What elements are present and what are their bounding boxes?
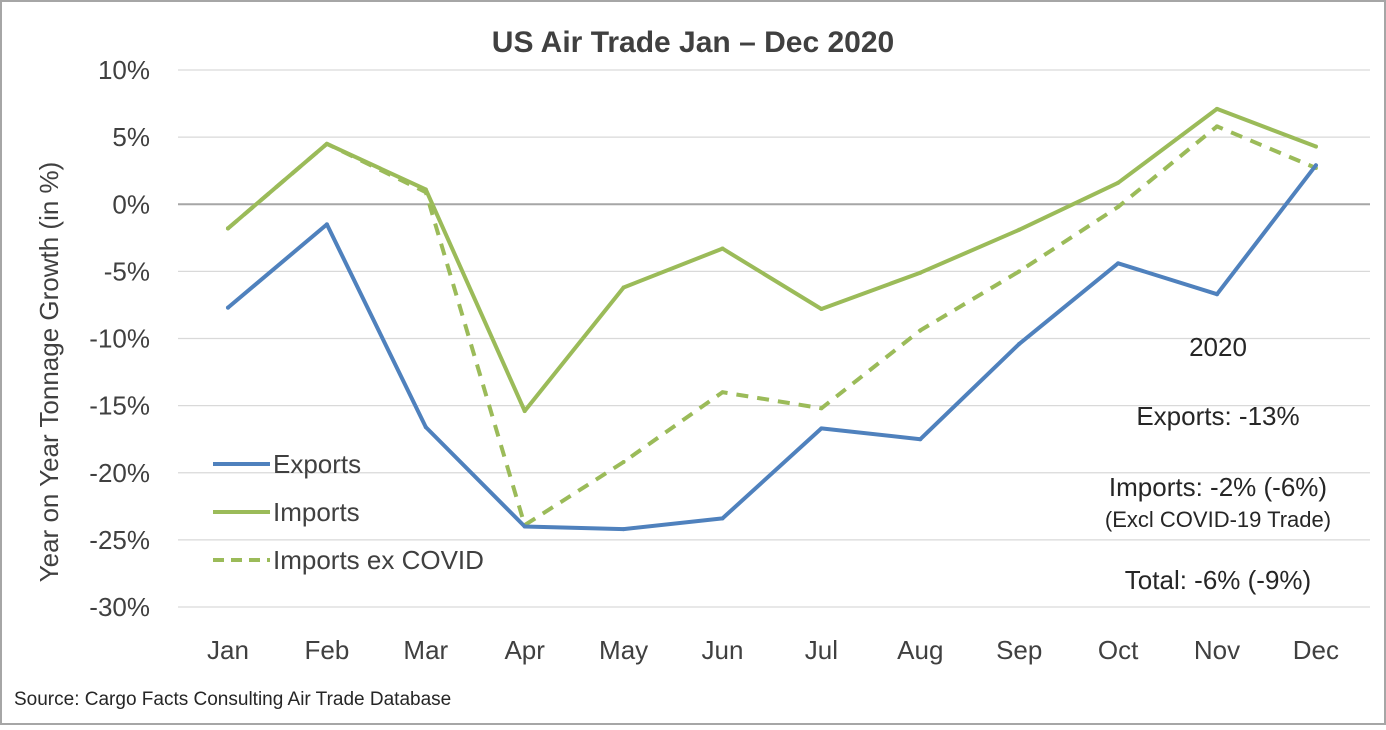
- x-tick-label: May: [599, 635, 648, 665]
- y-tick-label: 0%: [112, 189, 150, 219]
- data-point-imports-ex-covid: [423, 190, 428, 195]
- data-point-exports: [423, 425, 428, 430]
- data-point-imports: [1313, 144, 1318, 149]
- summary-annotation: 2020 Exports: -13% Imports: -2% (-6%) (E…: [1105, 332, 1331, 595]
- data-point-exports: [1313, 163, 1318, 168]
- data-point-exports: [1116, 261, 1121, 266]
- legend-label-imports-ex-covid: Imports ex COVID: [273, 545, 484, 575]
- y-tick-label: -10%: [89, 324, 150, 354]
- data-point-exports: [324, 222, 329, 227]
- data-point-imports-ex-covid: [324, 141, 329, 146]
- y-tick-label: -30%: [89, 592, 150, 622]
- x-tick-label: Aug: [897, 635, 943, 665]
- y-tick-label: -5%: [104, 256, 150, 286]
- data-point-imports-ex-covid: [819, 406, 824, 411]
- x-tick-label: Feb: [304, 635, 349, 665]
- data-point-exports: [1215, 292, 1219, 297]
- annotation-exports: Exports: -13%: [1136, 401, 1299, 431]
- data-point-imports: [918, 270, 923, 275]
- y-tick-label: 5%: [112, 122, 150, 152]
- x-axis-ticks: Jan Feb Mar Apr May Jun Jul Aug Sep Oct Nov Dec: [207, 635, 1339, 665]
- source-note: Source: Cargo Facts Consulting Air Trade…: [14, 689, 451, 710]
- x-tick-label: Oct: [1098, 635, 1139, 665]
- data-point-imports: [720, 246, 725, 251]
- y-tick-label: -20%: [89, 458, 150, 488]
- annotation-year: 2020: [1189, 332, 1247, 362]
- series-lines: [226, 106, 1318, 532]
- data-point-imports-ex-covid: [720, 390, 725, 395]
- annotation-imports-note: (Excl COVID-19 Trade): [1105, 507, 1331, 532]
- gridlines: [178, 69, 1370, 608]
- data-point-imports: [621, 285, 626, 290]
- data-point-imports-ex-covid: [621, 460, 626, 465]
- data-point-exports: [819, 426, 824, 431]
- data-point-imports-ex-covid: [918, 328, 923, 333]
- data-point-exports: [720, 516, 725, 521]
- data-point-exports: [918, 437, 923, 442]
- data-point-imports-ex-covid: [1116, 204, 1121, 209]
- data-point-imports: [1215, 106, 1219, 111]
- data-point-imports-ex-covid: [1017, 269, 1022, 274]
- x-tick-label: Dec: [1293, 635, 1339, 665]
- y-tick-label: -15%: [89, 391, 150, 421]
- data-point-exports: [226, 305, 230, 310]
- x-tick-label: Apr: [504, 635, 545, 665]
- annotation-total: Total: -6% (-9%): [1125, 565, 1311, 595]
- x-tick-label: Jan: [207, 635, 249, 665]
- data-point-exports: [621, 527, 626, 532]
- x-tick-label: Sep: [996, 635, 1042, 665]
- x-tick-label: Nov: [1194, 635, 1240, 665]
- x-tick-label: Jun: [702, 635, 744, 665]
- legend-label-exports: Exports: [273, 449, 361, 479]
- y-tick-label: 10%: [98, 55, 150, 85]
- series-line-imports-ex-covid: [226, 124, 1317, 528]
- data-point-exports: [1017, 341, 1022, 346]
- legend-label-imports: Imports: [273, 497, 360, 527]
- y-tick-label: -25%: [89, 525, 150, 555]
- data-point-imports-ex-covid: [1215, 124, 1219, 129]
- y-axis-label: Year on Year Tonnage Growth (in %): [34, 162, 64, 583]
- series-line-imports: [226, 106, 1318, 413]
- x-tick-label: Jul: [805, 635, 838, 665]
- legend: Exports Imports Imports ex COVID: [213, 449, 484, 575]
- series-line-exports: [226, 163, 1318, 532]
- annotation-imports: Imports: -2% (-6%): [1109, 472, 1327, 502]
- data-point-imports: [522, 408, 527, 413]
- data-point-imports: [1017, 227, 1022, 232]
- data-point-imports-ex-covid: [226, 226, 230, 231]
- chart-title: US Air Trade Jan – Dec 2020: [492, 26, 894, 59]
- data-point-exports: [522, 524, 527, 529]
- x-tick-label: Mar: [403, 635, 448, 665]
- y-axis-ticks: 10% 5% 0% -5% -10% -15% -20% -25% -30%: [89, 55, 150, 622]
- data-point-imports: [819, 306, 824, 311]
- data-point-imports: [1116, 180, 1121, 185]
